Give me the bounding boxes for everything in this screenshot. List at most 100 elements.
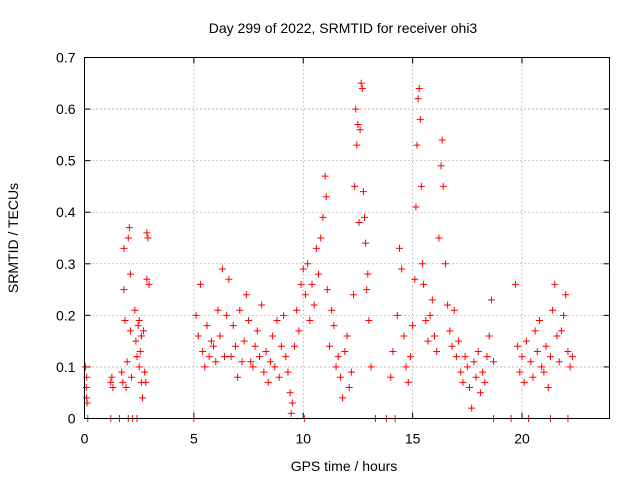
data-point xyxy=(435,234,443,242)
y-tick-label: 0.3 xyxy=(56,256,76,272)
data-point xyxy=(412,203,420,211)
data-point xyxy=(236,306,244,314)
data-point xyxy=(334,353,342,361)
data-point xyxy=(132,337,140,345)
data-point xyxy=(234,373,242,381)
data-point xyxy=(128,373,136,381)
data-point xyxy=(437,162,445,170)
data-point xyxy=(323,286,331,294)
data-point xyxy=(126,270,134,278)
data-point xyxy=(140,327,148,335)
data-point xyxy=(131,306,139,314)
data-point xyxy=(321,172,329,180)
data-point xyxy=(529,373,537,381)
data-point xyxy=(433,347,441,355)
data-point xyxy=(474,347,482,355)
data-point xyxy=(277,342,285,350)
y-tick-label: 0.4 xyxy=(56,204,76,220)
data-point xyxy=(123,358,131,366)
data-point xyxy=(418,260,426,268)
data-point xyxy=(258,301,266,309)
data-point xyxy=(357,79,365,87)
data-point xyxy=(249,363,257,371)
data-point xyxy=(122,384,130,392)
data-point xyxy=(121,317,129,325)
data-points xyxy=(82,79,576,422)
plot-frame xyxy=(84,57,610,419)
data-point xyxy=(457,368,465,376)
data-point xyxy=(135,363,143,371)
data-point xyxy=(242,291,250,299)
data-point xyxy=(546,353,554,361)
data-point xyxy=(400,332,408,340)
data-point xyxy=(428,296,436,304)
data-point xyxy=(301,291,309,299)
y-tick-label: 0.2 xyxy=(56,307,76,323)
data-point xyxy=(253,327,261,335)
data-point xyxy=(308,280,316,288)
data-point xyxy=(511,280,519,288)
data-point xyxy=(455,337,463,345)
data-point xyxy=(273,317,281,325)
data-point xyxy=(293,306,301,314)
data-point xyxy=(551,280,559,288)
data-point xyxy=(452,353,460,361)
data-point xyxy=(297,280,305,288)
data-point xyxy=(286,389,294,397)
data-point xyxy=(118,368,126,376)
data-point xyxy=(284,368,292,376)
data-point xyxy=(282,353,290,361)
data-point xyxy=(328,306,336,314)
data-point xyxy=(194,332,202,340)
data-point xyxy=(490,358,498,366)
data-point xyxy=(221,353,228,361)
data-point xyxy=(312,244,320,252)
data-point xyxy=(516,368,524,376)
data-point xyxy=(260,368,268,376)
data-point xyxy=(322,193,330,201)
data-point xyxy=(487,296,495,304)
chart-title: Day 299 of 2022, SRMTID for receiver ohi… xyxy=(209,20,478,36)
data-point xyxy=(210,342,218,350)
data-point xyxy=(444,301,452,309)
data-point xyxy=(359,188,367,196)
data-point xyxy=(319,213,327,221)
tick-labels: 0 0.1 0.2 0.3 0.4 0.5 0.6 0.7 0 5 10 15 20 xyxy=(56,50,530,447)
data-point xyxy=(251,342,259,350)
data-point xyxy=(269,332,277,340)
data-point xyxy=(192,311,200,319)
data-point xyxy=(367,363,375,371)
data-point xyxy=(201,363,209,371)
data-point xyxy=(108,373,116,381)
data-point xyxy=(231,342,239,350)
data-point xyxy=(205,353,213,361)
data-point xyxy=(343,332,351,340)
data-point xyxy=(481,378,489,386)
data-point xyxy=(135,317,143,325)
data-point xyxy=(238,358,246,366)
data-point xyxy=(549,306,557,314)
data-point xyxy=(356,126,364,134)
data-point xyxy=(225,275,233,283)
data-point xyxy=(141,368,149,376)
data-point xyxy=(120,244,128,252)
data-point xyxy=(363,286,371,294)
data-point xyxy=(291,342,298,350)
data-point xyxy=(262,347,270,355)
data-point xyxy=(125,224,133,232)
data-point xyxy=(446,327,454,335)
data-point xyxy=(326,342,333,350)
y-axis-label: SRMTID / TECUs xyxy=(5,183,21,293)
data-point xyxy=(247,358,255,366)
data-point xyxy=(275,373,283,381)
data-point xyxy=(212,358,220,366)
data-point xyxy=(144,234,152,242)
data-point xyxy=(227,353,235,361)
x-tick-label: 20 xyxy=(514,431,530,447)
data-point xyxy=(476,389,484,397)
x-tick-label: 5 xyxy=(190,431,198,447)
data-point xyxy=(518,353,526,361)
data-point xyxy=(330,322,338,330)
data-point xyxy=(365,317,373,325)
data-point xyxy=(542,342,550,350)
